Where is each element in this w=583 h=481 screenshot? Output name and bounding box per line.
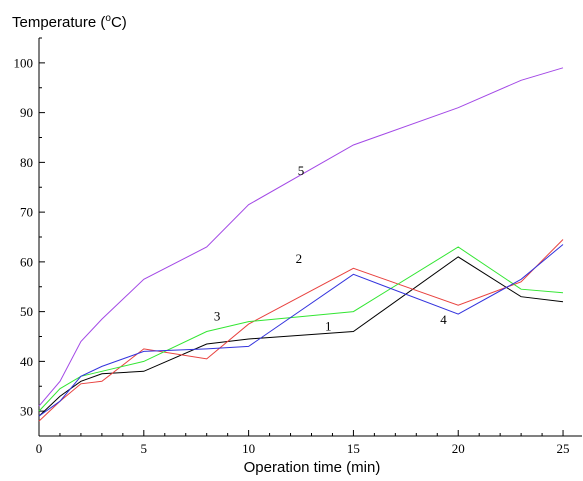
y-tick-label: 90 [20,105,33,120]
x-tick-label: 0 [36,441,43,456]
y-tick-label: 30 [20,404,33,419]
series-label-4: 4 [440,312,447,327]
series-label-3: 3 [214,309,221,324]
y-tick-label: 100 [14,55,34,70]
series-label-2: 2 [296,251,303,266]
x-tick-label: 10 [242,441,255,456]
series-line-2 [38,239,564,422]
axes [38,38,582,437]
y-tick-label: 50 [20,304,33,319]
y-tick-label: 60 [20,254,33,269]
series-line-3 [38,246,564,412]
y-tick-label: 40 [20,354,33,369]
series-label-1: 1 [325,319,332,334]
x-tick-label: 5 [141,441,148,456]
series-group [38,67,564,422]
x-tick-label: 20 [452,441,465,456]
series-labels: 1 2 3 4 5 [214,163,447,334]
x-axis-title: Operation time (min) [244,459,381,476]
series-line-5 [38,67,564,407]
series-label-5: 5 [298,163,305,178]
y-tick-label: 70 [20,205,33,220]
series-line-4 [38,244,564,417]
x-tick-label: 25 [557,441,570,456]
x-tick-label: 15 [347,441,360,456]
series-line-1 [38,256,564,417]
y-axis-title: Temperature (oC) [12,13,127,31]
y-tick-label: 80 [20,155,33,170]
